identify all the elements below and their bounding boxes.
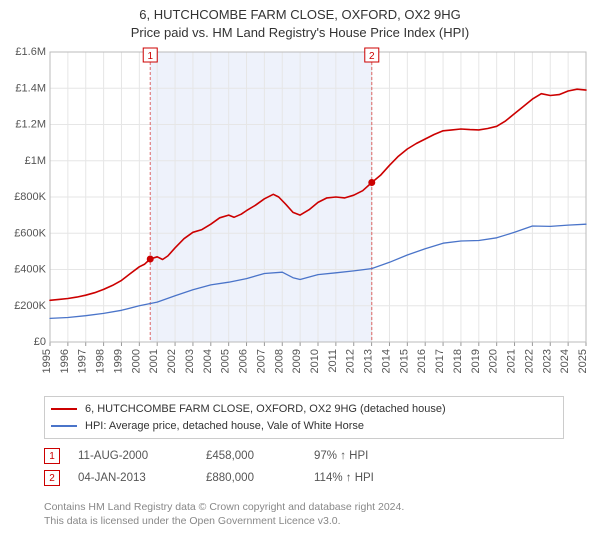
- svg-text:2008: 2008: [273, 349, 285, 373]
- title-block: 6, HUTCHCOMBE FARM CLOSE, OXFORD, OX2 9H…: [0, 0, 600, 41]
- sale-row: 2 04-JAN-2013 £880,000 114% ↑ HPI: [44, 470, 564, 486]
- svg-text:£1M: £1M: [25, 155, 46, 167]
- svg-text:£1.2M: £1.2M: [15, 119, 46, 131]
- svg-text:£1.4M: £1.4M: [15, 82, 46, 94]
- svg-text:£400K: £400K: [14, 264, 46, 276]
- svg-text:2003: 2003: [184, 349, 196, 373]
- svg-text:1999: 1999: [112, 349, 124, 373]
- chart-svg: £0 £200K £400K £600K £800K £1M £1.2M £1.4M £1.6M…: [8, 46, 592, 382]
- svg-text:2000: 2000: [130, 349, 142, 373]
- footer: Contains HM Land Registry data © Crown c…: [44, 500, 564, 528]
- sale-date: 04-JAN-2013: [78, 472, 188, 484]
- sale-pct: 114% ↑ HPI: [314, 472, 374, 484]
- svg-text:2024: 2024: [559, 349, 571, 373]
- sale-marker-icon: 2: [44, 470, 60, 486]
- svg-text:2014: 2014: [380, 349, 392, 373]
- svg-text:2013: 2013: [363, 349, 375, 373]
- title-subtitle: Price paid vs. HM Land Registry's House …: [0, 24, 600, 42]
- legend-item-hpi: HPI: Average price, detached house, Vale…: [51, 418, 557, 435]
- sale-row: 1 11-AUG-2000 £458,000 97% ↑ HPI: [44, 448, 564, 464]
- svg-text:1995: 1995: [41, 349, 53, 373]
- svg-text:1: 1: [147, 51, 153, 62]
- svg-text:2001: 2001: [148, 349, 160, 373]
- chart: £0 £200K £400K £600K £800K £1M £1.2M £1.4M £1.6M…: [8, 46, 592, 382]
- svg-text:2023: 2023: [541, 349, 553, 373]
- svg-text:2019: 2019: [470, 349, 482, 373]
- legend: 6, HUTCHCOMBE FARM CLOSE, OXFORD, OX2 9H…: [44, 396, 564, 439]
- svg-text:2018: 2018: [452, 349, 464, 373]
- legend-item-price-paid: 6, HUTCHCOMBE FARM CLOSE, OXFORD, OX2 9H…: [51, 401, 557, 418]
- title-address: 6, HUTCHCOMBE FARM CLOSE, OXFORD, OX2 9H…: [0, 6, 600, 24]
- svg-text:£800K: £800K: [14, 191, 46, 203]
- svg-text:£1.6M: £1.6M: [15, 46, 46, 58]
- svg-text:1997: 1997: [77, 349, 89, 373]
- svg-text:2005: 2005: [220, 349, 232, 373]
- svg-text:2011: 2011: [327, 349, 339, 373]
- svg-text:2: 2: [369, 51, 375, 62]
- sale-date: 11-AUG-2000: [78, 450, 188, 462]
- svg-text:2012: 2012: [345, 349, 357, 373]
- svg-text:2006: 2006: [238, 349, 250, 373]
- legend-label: 6, HUTCHCOMBE FARM CLOSE, OXFORD, OX2 9H…: [85, 401, 446, 418]
- sale-price: £458,000: [206, 450, 296, 462]
- svg-text:2021: 2021: [506, 349, 518, 373]
- svg-text:£0: £0: [34, 336, 46, 348]
- svg-text:1996: 1996: [59, 349, 71, 373]
- svg-text:2004: 2004: [202, 349, 214, 373]
- legend-swatch: [51, 408, 77, 410]
- sale-marker-icon: 1: [44, 448, 60, 464]
- svg-text:£600K: £600K: [14, 227, 46, 239]
- svg-text:2015: 2015: [398, 349, 410, 373]
- svg-text:2017: 2017: [434, 349, 446, 373]
- svg-text:1998: 1998: [95, 349, 107, 373]
- legend-swatch: [51, 425, 77, 427]
- svg-text:2025: 2025: [577, 349, 589, 373]
- svg-text:2016: 2016: [416, 349, 428, 373]
- legend-label: HPI: Average price, detached house, Vale…: [85, 418, 364, 435]
- sale-pct: 97% ↑ HPI: [314, 450, 368, 462]
- svg-text:£200K: £200K: [14, 300, 46, 312]
- svg-text:2009: 2009: [291, 349, 303, 373]
- svg-text:2002: 2002: [166, 349, 178, 373]
- sales-list: 1 11-AUG-2000 £458,000 97% ↑ HPI 2 04-JA…: [44, 442, 564, 492]
- sale-price: £880,000: [206, 472, 296, 484]
- svg-text:2007: 2007: [255, 349, 267, 373]
- footer-line1: Contains HM Land Registry data © Crown c…: [44, 500, 564, 514]
- footer-line2: This data is licensed under the Open Gov…: [44, 514, 564, 528]
- svg-text:2010: 2010: [309, 349, 321, 373]
- svg-text:2022: 2022: [523, 349, 535, 373]
- svg-text:2020: 2020: [488, 349, 500, 373]
